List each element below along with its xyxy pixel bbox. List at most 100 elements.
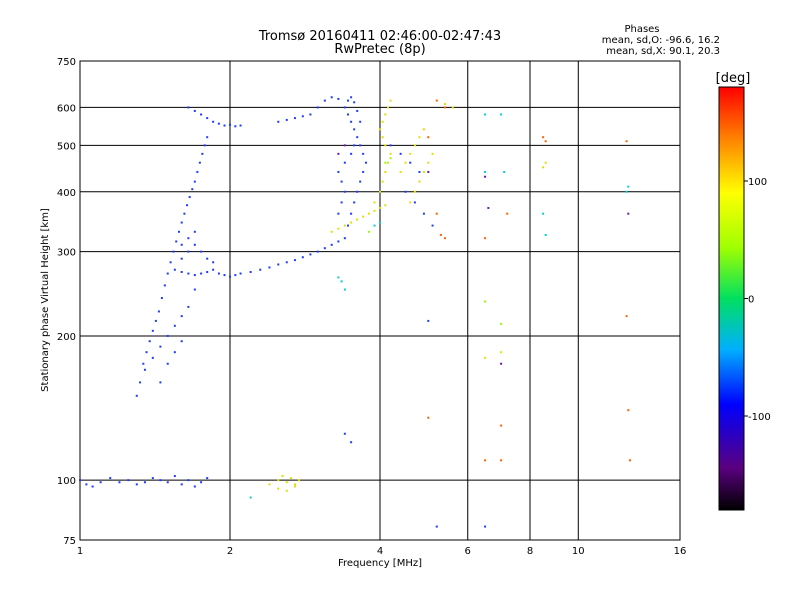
data-point	[384, 113, 387, 116]
data-point	[350, 120, 353, 123]
data-point	[343, 237, 346, 240]
data-point	[289, 477, 292, 480]
data-point	[293, 117, 296, 120]
data-point	[542, 166, 545, 169]
data-point	[285, 481, 288, 484]
data-point	[268, 483, 271, 486]
data-point	[544, 233, 547, 236]
data-point	[350, 441, 353, 444]
x-axis-ticks: 1 2 4 6 8 10 16	[77, 546, 687, 557]
data-point	[379, 206, 381, 209]
data-point	[99, 481, 102, 484]
data-point	[206, 257, 209, 260]
data-point	[359, 180, 362, 183]
data-point	[200, 113, 203, 116]
data-point	[381, 136, 384, 139]
data-point	[159, 381, 162, 384]
data-point	[337, 152, 340, 155]
data-point	[180, 257, 183, 260]
data-point	[484, 175, 487, 178]
data-point	[166, 362, 169, 365]
data-point	[384, 161, 387, 164]
data-point	[188, 196, 191, 199]
data-point	[343, 161, 346, 164]
colorbar-tick-label: 100	[748, 177, 767, 188]
data-point	[183, 212, 186, 215]
data-point	[431, 224, 434, 227]
data-point	[340, 280, 343, 283]
data-point	[500, 351, 503, 354]
data-point	[206, 136, 209, 139]
data-point	[277, 479, 280, 482]
data-point	[135, 483, 138, 486]
data-point	[142, 362, 145, 365]
data-point	[180, 221, 183, 224]
data-point	[173, 351, 176, 354]
data-point	[427, 319, 430, 322]
data-point	[443, 237, 446, 240]
data-point	[151, 356, 154, 359]
data-point	[362, 215, 365, 218]
data-point	[316, 250, 319, 253]
data-point	[239, 272, 242, 275]
data-point	[500, 113, 503, 116]
data-point	[193, 288, 196, 291]
data-point	[109, 477, 112, 480]
data-point	[277, 120, 280, 123]
grid-lines	[80, 61, 680, 540]
data-point	[187, 479, 190, 482]
x-tick-label: 16	[674, 546, 687, 557]
data-point	[356, 136, 359, 139]
data-point	[285, 261, 288, 264]
data-point	[169, 261, 172, 264]
y-tick-label: 500	[57, 141, 76, 152]
data-point	[422, 128, 425, 131]
data-point	[337, 97, 340, 100]
y-tick-label: 300	[57, 248, 76, 259]
data-point	[343, 432, 346, 435]
data-point	[500, 322, 503, 325]
data-point	[217, 122, 220, 125]
data-point	[180, 270, 183, 273]
data-point	[379, 221, 381, 224]
data-point	[356, 218, 359, 221]
data-point	[427, 170, 430, 173]
data-point	[193, 230, 196, 233]
data-point	[285, 118, 288, 121]
data-point	[418, 136, 421, 139]
data-point	[629, 459, 632, 462]
data-point	[365, 161, 368, 164]
data-point	[187, 250, 190, 253]
data-point	[159, 479, 162, 482]
data-point	[484, 525, 487, 528]
x-tick-label: 6	[465, 546, 471, 557]
data-point	[193, 243, 196, 246]
data-point	[175, 240, 178, 243]
data-point	[234, 125, 237, 128]
data-point	[389, 157, 392, 160]
data-point	[343, 224, 346, 227]
y-axis-ticks: 75 100 200 300 400 500 600 750	[57, 57, 76, 547]
data-point	[193, 109, 196, 112]
data-point	[435, 99, 438, 102]
data-point	[301, 256, 304, 259]
data-point	[223, 274, 226, 277]
x-tick-label: 1	[77, 546, 83, 557]
data-point	[381, 120, 384, 123]
data-point	[330, 243, 333, 246]
data-point	[422, 170, 425, 173]
data-point	[500, 459, 503, 462]
chart-title: Tromsø 20160411 02:46:00-02:47:43	[258, 29, 501, 44]
data-point	[413, 144, 416, 147]
data-point	[200, 272, 203, 275]
data-point	[627, 212, 630, 215]
y-tick-label: 100	[57, 476, 76, 487]
data-point	[443, 106, 446, 109]
data-point	[173, 475, 176, 478]
data-point	[418, 180, 421, 183]
data-point	[343, 144, 346, 147]
data-point	[386, 106, 389, 109]
data-point	[180, 243, 183, 246]
data-point	[323, 99, 326, 102]
